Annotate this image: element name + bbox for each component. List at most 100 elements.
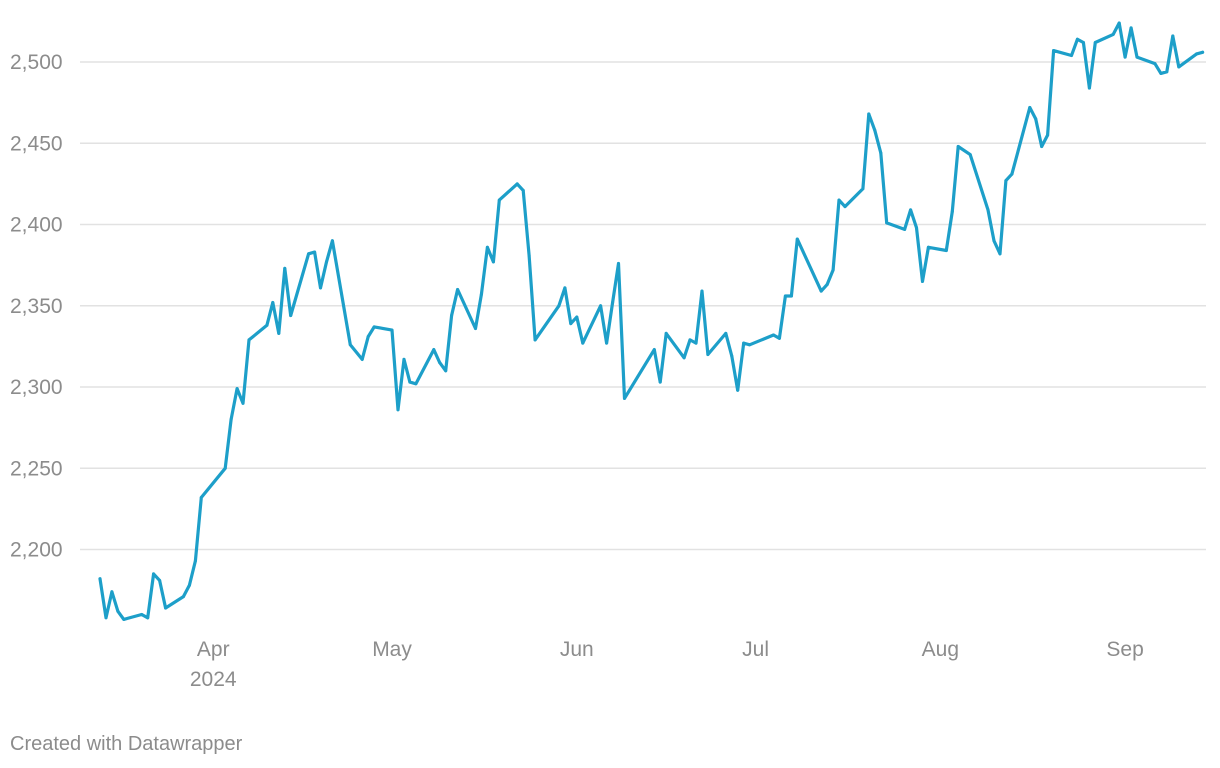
x-tick-label: Jul bbox=[742, 638, 769, 661]
data-point bbox=[772, 333, 775, 337]
data-point bbox=[491, 260, 495, 264]
data-point bbox=[104, 616, 108, 620]
data-point bbox=[319, 286, 322, 290]
y-tick-label: 2,250 bbox=[10, 457, 63, 480]
data-point bbox=[879, 151, 883, 155]
data-point bbox=[956, 145, 960, 148]
data-point bbox=[682, 356, 686, 360]
data-point bbox=[1111, 32, 1115, 36]
data-point bbox=[444, 369, 448, 373]
data-point bbox=[187, 583, 191, 587]
data-point bbox=[474, 327, 477, 330]
data-point bbox=[1052, 49, 1056, 53]
data-point bbox=[783, 294, 787, 298]
data-point bbox=[313, 250, 317, 254]
data-point bbox=[372, 325, 376, 329]
y-tick-label: 2,450 bbox=[10, 132, 63, 155]
data-point bbox=[825, 283, 829, 287]
data-point bbox=[152, 572, 156, 576]
data-point bbox=[873, 128, 877, 132]
data-point bbox=[265, 323, 269, 327]
data-point bbox=[926, 245, 930, 249]
data-point bbox=[1075, 37, 1079, 41]
data-point bbox=[688, 338, 692, 342]
data-point bbox=[193, 559, 197, 563]
data-point bbox=[479, 292, 483, 296]
data-point bbox=[617, 262, 620, 265]
data-point bbox=[1159, 71, 1163, 75]
data-point bbox=[1004, 179, 1008, 183]
data-point bbox=[867, 112, 871, 116]
data-point bbox=[325, 260, 328, 264]
data-point bbox=[146, 616, 150, 620]
data-point bbox=[819, 289, 823, 293]
data-point bbox=[742, 341, 746, 345]
data-point bbox=[1046, 133, 1050, 137]
data-point bbox=[605, 341, 609, 345]
data-point bbox=[158, 578, 162, 582]
data-point bbox=[694, 341, 698, 345]
data-point bbox=[1093, 41, 1097, 44]
data-point bbox=[277, 331, 281, 335]
data-point bbox=[181, 595, 185, 599]
y-tick-label: 2,350 bbox=[10, 295, 63, 318]
y-tick-label: 2,400 bbox=[10, 214, 63, 237]
x-tick-label: Jun bbox=[560, 638, 594, 661]
data-point bbox=[944, 249, 948, 252]
data-point bbox=[700, 289, 704, 293]
series-line bbox=[98, 21, 1205, 621]
gridlines bbox=[80, 61, 1206, 551]
data-point bbox=[521, 188, 525, 192]
data-point bbox=[122, 617, 126, 621]
data-point bbox=[843, 205, 847, 209]
data-point bbox=[1034, 117, 1038, 121]
data-point bbox=[968, 153, 972, 157]
data-point bbox=[402, 357, 406, 361]
y-axis-ticks: 2,200 2,250 2,300 2,350 2,400 2,450 2,500 bbox=[10, 51, 63, 562]
data-point bbox=[360, 357, 364, 361]
data-point bbox=[1177, 65, 1181, 69]
data-point bbox=[1201, 50, 1205, 54]
data-point bbox=[408, 380, 412, 384]
data-point bbox=[557, 304, 561, 308]
data-point bbox=[1129, 26, 1133, 30]
data-point bbox=[837, 198, 841, 202]
data-point bbox=[724, 331, 728, 335]
data-point bbox=[1010, 172, 1014, 176]
data-point bbox=[1195, 52, 1199, 56]
data-point bbox=[1153, 62, 1157, 66]
data-point bbox=[283, 266, 287, 270]
data-point bbox=[247, 338, 251, 342]
data-point bbox=[664, 331, 668, 335]
data-point bbox=[569, 322, 573, 326]
data-point bbox=[1087, 86, 1091, 90]
data-point bbox=[777, 336, 781, 340]
data-point bbox=[652, 348, 656, 352]
data-point bbox=[116, 609, 120, 613]
data-point bbox=[241, 401, 245, 405]
data-point bbox=[1040, 145, 1044, 148]
data-point bbox=[748, 343, 752, 347]
data-point bbox=[235, 387, 239, 391]
data-point bbox=[915, 226, 918, 230]
data-point bbox=[736, 388, 740, 392]
data-point bbox=[450, 314, 454, 317]
data-point bbox=[1081, 41, 1085, 44]
y-tick-label: 2,300 bbox=[10, 376, 63, 399]
x-tick-label: Apr bbox=[197, 638, 230, 661]
data-point bbox=[98, 577, 102, 581]
data-point bbox=[1135, 55, 1139, 59]
data-point bbox=[581, 341, 585, 345]
data-point bbox=[903, 227, 907, 231]
data-point bbox=[527, 253, 531, 257]
data-point bbox=[730, 354, 734, 358]
data-point bbox=[795, 237, 799, 241]
data-point bbox=[706, 353, 710, 356]
x-tick-year-label: 2024 bbox=[190, 668, 237, 691]
data-point bbox=[909, 208, 913, 212]
data-point bbox=[1123, 55, 1127, 59]
data-point bbox=[885, 221, 889, 225]
data-point bbox=[289, 314, 293, 317]
data-point bbox=[140, 613, 144, 616]
series-points bbox=[98, 21, 1205, 621]
